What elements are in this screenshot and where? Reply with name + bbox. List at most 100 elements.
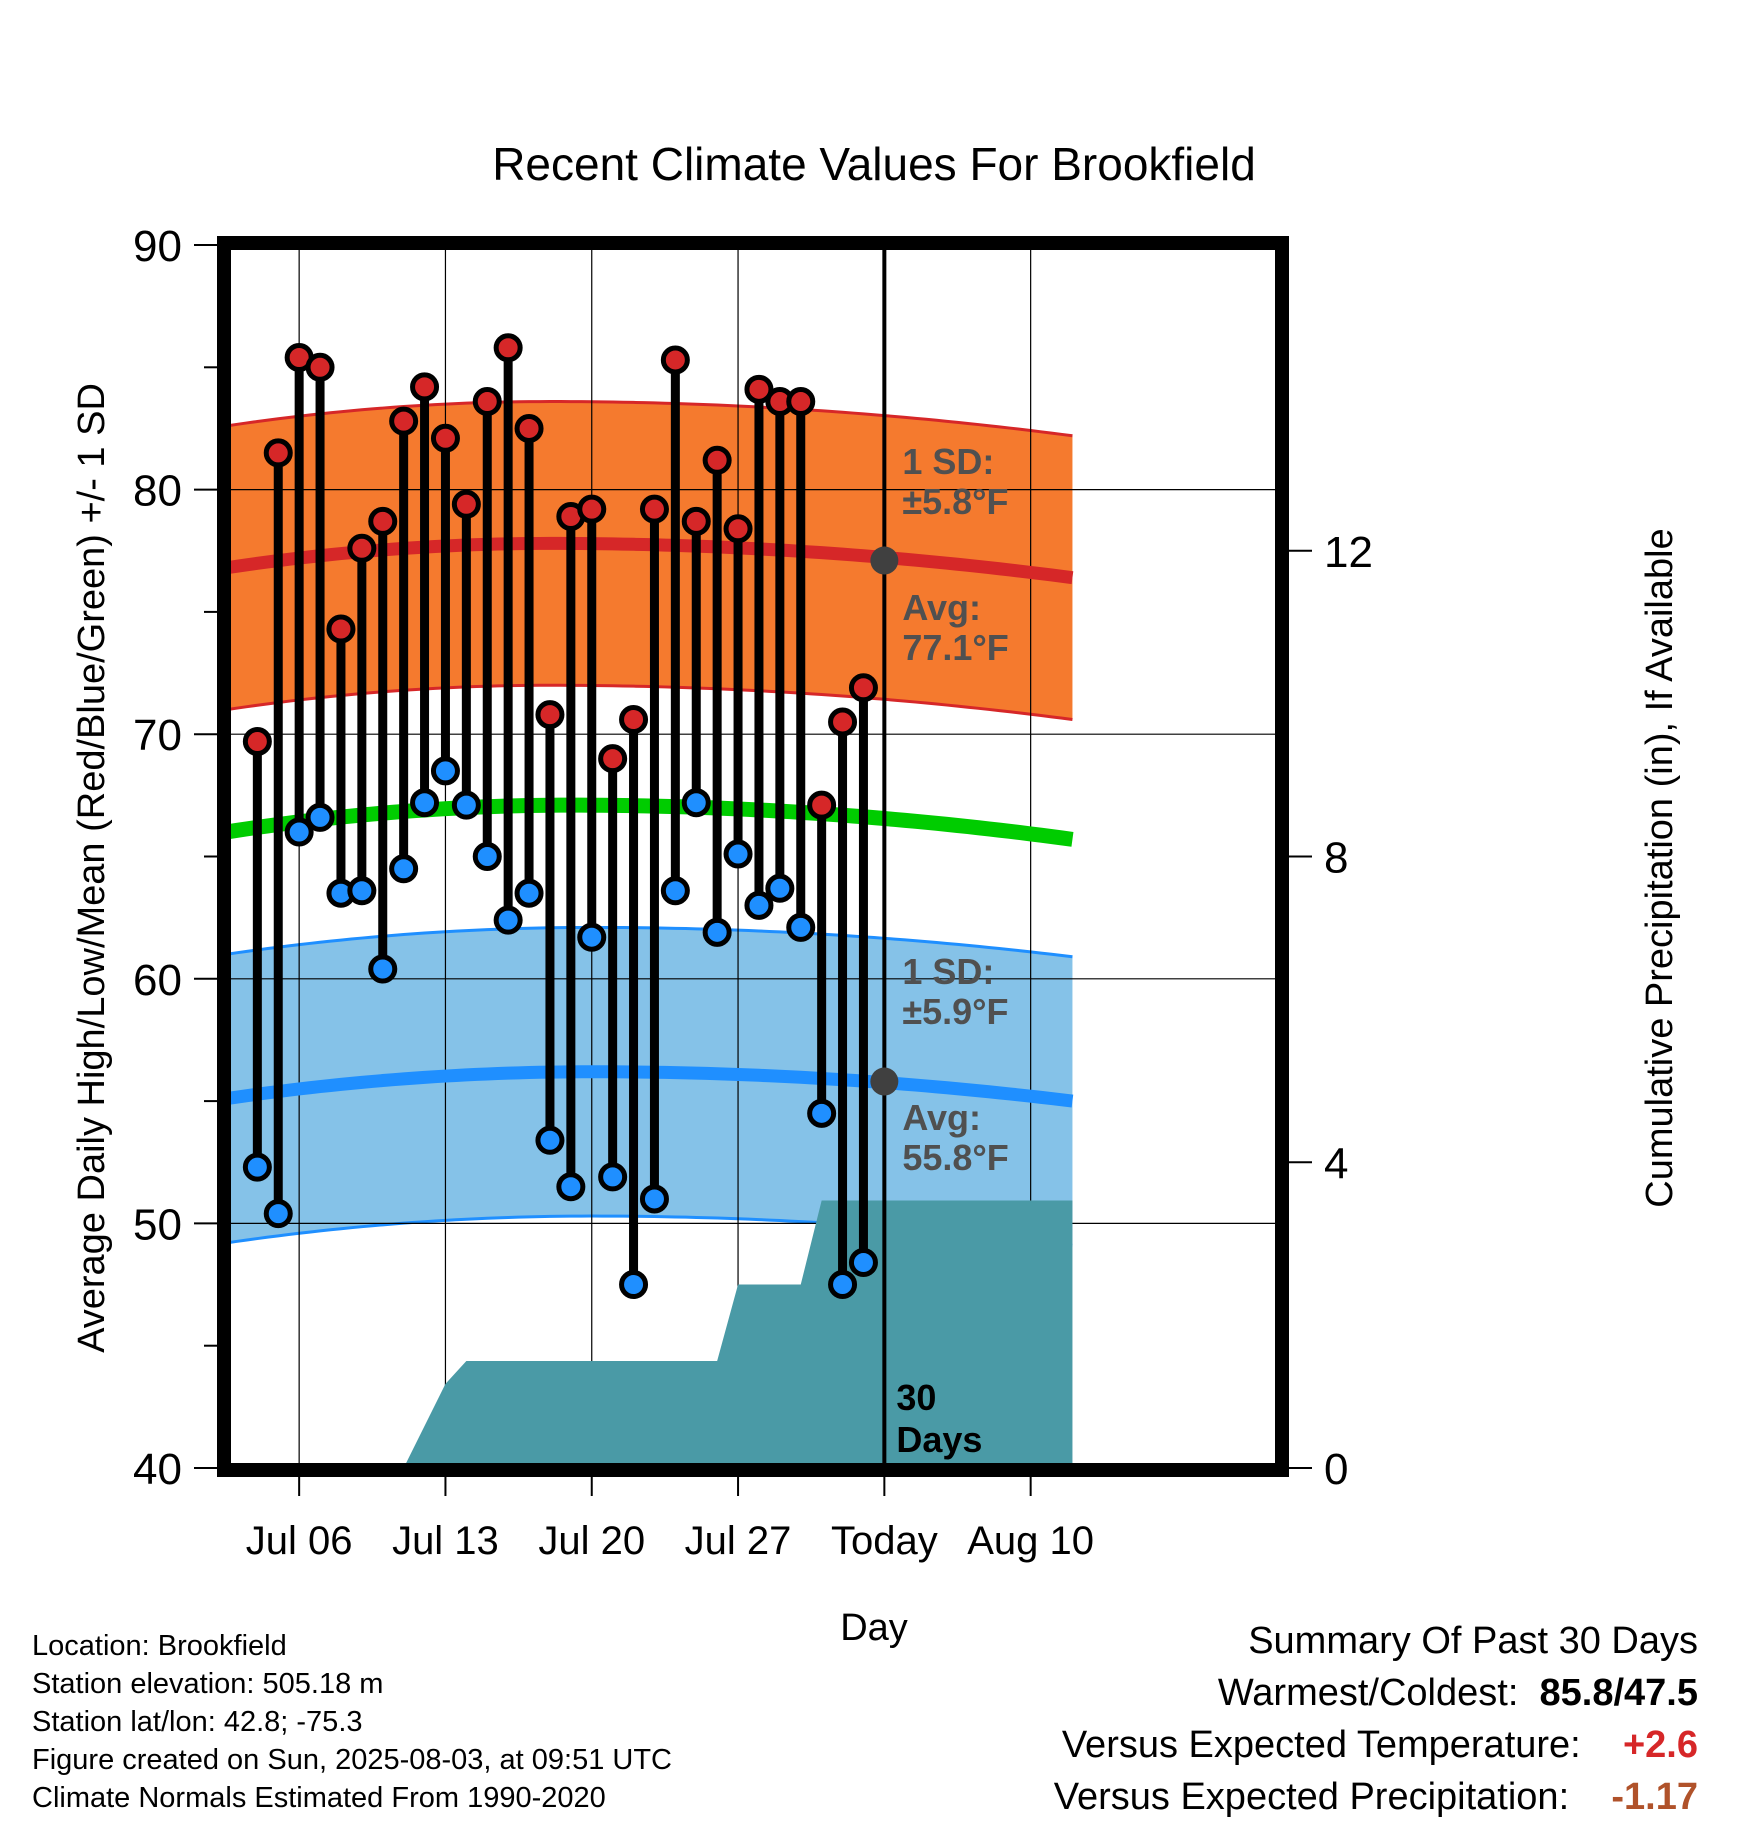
info-latlon: Station lat/lon: 42.8; -75.3 — [32, 1706, 363, 1738]
daily-low-point — [577, 922, 607, 952]
high-sd-value: ±5.8°F — [902, 481, 1008, 522]
y2-tick-label: 8 — [1324, 834, 1348, 883]
precip-label: Versus Expected Precipitation: — [1053, 1776, 1570, 1818]
y-tick-label: 50 — [133, 1200, 182, 1249]
x-tick-label: Aug 10 — [967, 1519, 1094, 1563]
daily-low-point — [451, 790, 481, 820]
days-label-number: 30 — [896, 1377, 936, 1418]
summary-precip: Versus Expected Precipitation: -1.17 — [1054, 1776, 1698, 1819]
y-tick-label: 90 — [133, 222, 182, 271]
daily-low-point — [368, 954, 398, 984]
summary-warm-cold: Warmest/Coldest: 85.8/47.5 — [1218, 1672, 1698, 1715]
low-sd-label: 1 SD: — [902, 951, 994, 992]
normal-low-line — [225, 1065, 1074, 1108]
daily-high-point — [263, 438, 293, 468]
daily-high-point — [472, 387, 502, 417]
daily-low-point — [828, 1270, 858, 1300]
daily-low-point — [514, 878, 544, 908]
daily-low-point — [347, 876, 377, 906]
daily-high-point — [660, 345, 690, 375]
chart-title: Recent Climate Values For Brookfield — [492, 138, 1256, 190]
y-tick-label: 70 — [133, 711, 182, 760]
daily-low-point — [305, 802, 335, 832]
low-sd-band-upper-edge — [225, 925, 1073, 959]
high-sd-band-lower-edge — [225, 683, 1073, 722]
daily-low-point — [284, 817, 314, 847]
y-axis-label: Average Daily High/Low/Mean (Red/Blue/Gr… — [71, 383, 113, 1353]
daily-high-point — [326, 614, 356, 644]
daily-low-point — [410, 788, 440, 818]
y-tick-label: 60 — [133, 956, 182, 1005]
daily-high-point — [389, 406, 419, 436]
x-tick-label: Jul 13 — [392, 1519, 499, 1563]
high-avg-label: Avg: — [902, 587, 981, 628]
daily-high-point — [828, 707, 858, 737]
daily-high-point — [242, 727, 272, 757]
x-tick-label: Jul 06 — [246, 1519, 353, 1563]
info-created: Figure created on Sun, 2025-08-03, at 09… — [32, 1744, 672, 1776]
daily-high-point — [744, 374, 774, 404]
daily-low-point — [242, 1152, 272, 1182]
x-tick-label: Today — [831, 1519, 938, 1563]
daily-high-point — [723, 514, 753, 544]
high-sd-band-upper-edge — [225, 400, 1073, 438]
daily-low-point — [807, 1098, 837, 1128]
daily-low-point — [681, 788, 711, 818]
daily-high-point — [347, 533, 377, 563]
summary-heading: Summary Of Past 30 Days — [1248, 1620, 1698, 1662]
days-label-text: Days — [896, 1419, 982, 1460]
high-sd-label: 1 SD: — [902, 441, 994, 482]
daily-low-point — [660, 876, 690, 906]
daily-low-point — [744, 890, 774, 920]
daily-high-point — [514, 413, 544, 443]
warm-cold-label: Warmest/Coldest: — [1217, 1672, 1519, 1714]
precip-value: -1.17 — [1611, 1776, 1698, 1818]
y-tick-label: 80 — [133, 467, 182, 516]
y2-tick-label: 4 — [1324, 1139, 1348, 1188]
daily-low-point — [263, 1199, 293, 1229]
daily-low-point — [389, 854, 419, 884]
daily-low-point — [786, 912, 816, 942]
daily-high-point — [619, 705, 649, 735]
y2-axis-label: Cumulative Precipitation (in), If Availa… — [1639, 528, 1681, 1207]
daily-low-point — [619, 1270, 649, 1300]
today-low-normal-marker — [870, 1067, 899, 1096]
y-tick-label: 40 — [133, 1445, 182, 1494]
high-sd-band — [226, 401, 1073, 720]
y2-tick-label: 0 — [1324, 1445, 1348, 1494]
daily-high-point — [681, 506, 711, 536]
x-axis-label: Day — [840, 1607, 908, 1649]
daily-high-point — [535, 700, 565, 730]
x-tick-label: Jul 27 — [685, 1519, 792, 1563]
info-location: Location: Brookfield — [32, 1630, 287, 1662]
daily-high-point — [430, 423, 460, 453]
daily-high-point — [639, 494, 669, 524]
temp-value: +2.6 — [1622, 1724, 1698, 1766]
low-avg-value: 55.8°F — [902, 1137, 1008, 1178]
daily-high-point — [410, 372, 440, 402]
daily-high-point — [848, 673, 878, 703]
normal-mean-line — [224, 797, 1074, 847]
daily-low-point — [848, 1248, 878, 1278]
daily-high-point — [368, 506, 398, 536]
daily-low-point — [493, 905, 523, 935]
today-high-normal-marker — [870, 546, 899, 575]
daily-high-point — [493, 333, 523, 363]
daily-low-point — [723, 839, 753, 869]
x-tick-label: Jul 20 — [538, 1519, 645, 1563]
plot-frame — [217, 236, 1289, 1477]
daily-low-point — [472, 842, 502, 871]
info-normals: Climate Normals Estimated From 1990-2020 — [32, 1782, 606, 1814]
high-avg-value: 77.1°F — [902, 627, 1008, 668]
daily-high-point — [451, 489, 481, 519]
daily-high-point — [702, 445, 732, 475]
low-avg-label: Avg: — [902, 1097, 981, 1138]
low-sd-value: ±5.9°F — [902, 991, 1008, 1032]
warm-cold-value: 85.8/47.5 — [1539, 1672, 1698, 1714]
summary-temp: Versus Expected Temperature: +2.6 — [1062, 1724, 1698, 1767]
temp-label: Versus Expected Temperature: — [1061, 1724, 1581, 1766]
daily-high-point — [807, 790, 837, 820]
daily-high-point — [305, 352, 335, 382]
info-elevation: Station elevation: 505.18 m — [32, 1668, 384, 1700]
